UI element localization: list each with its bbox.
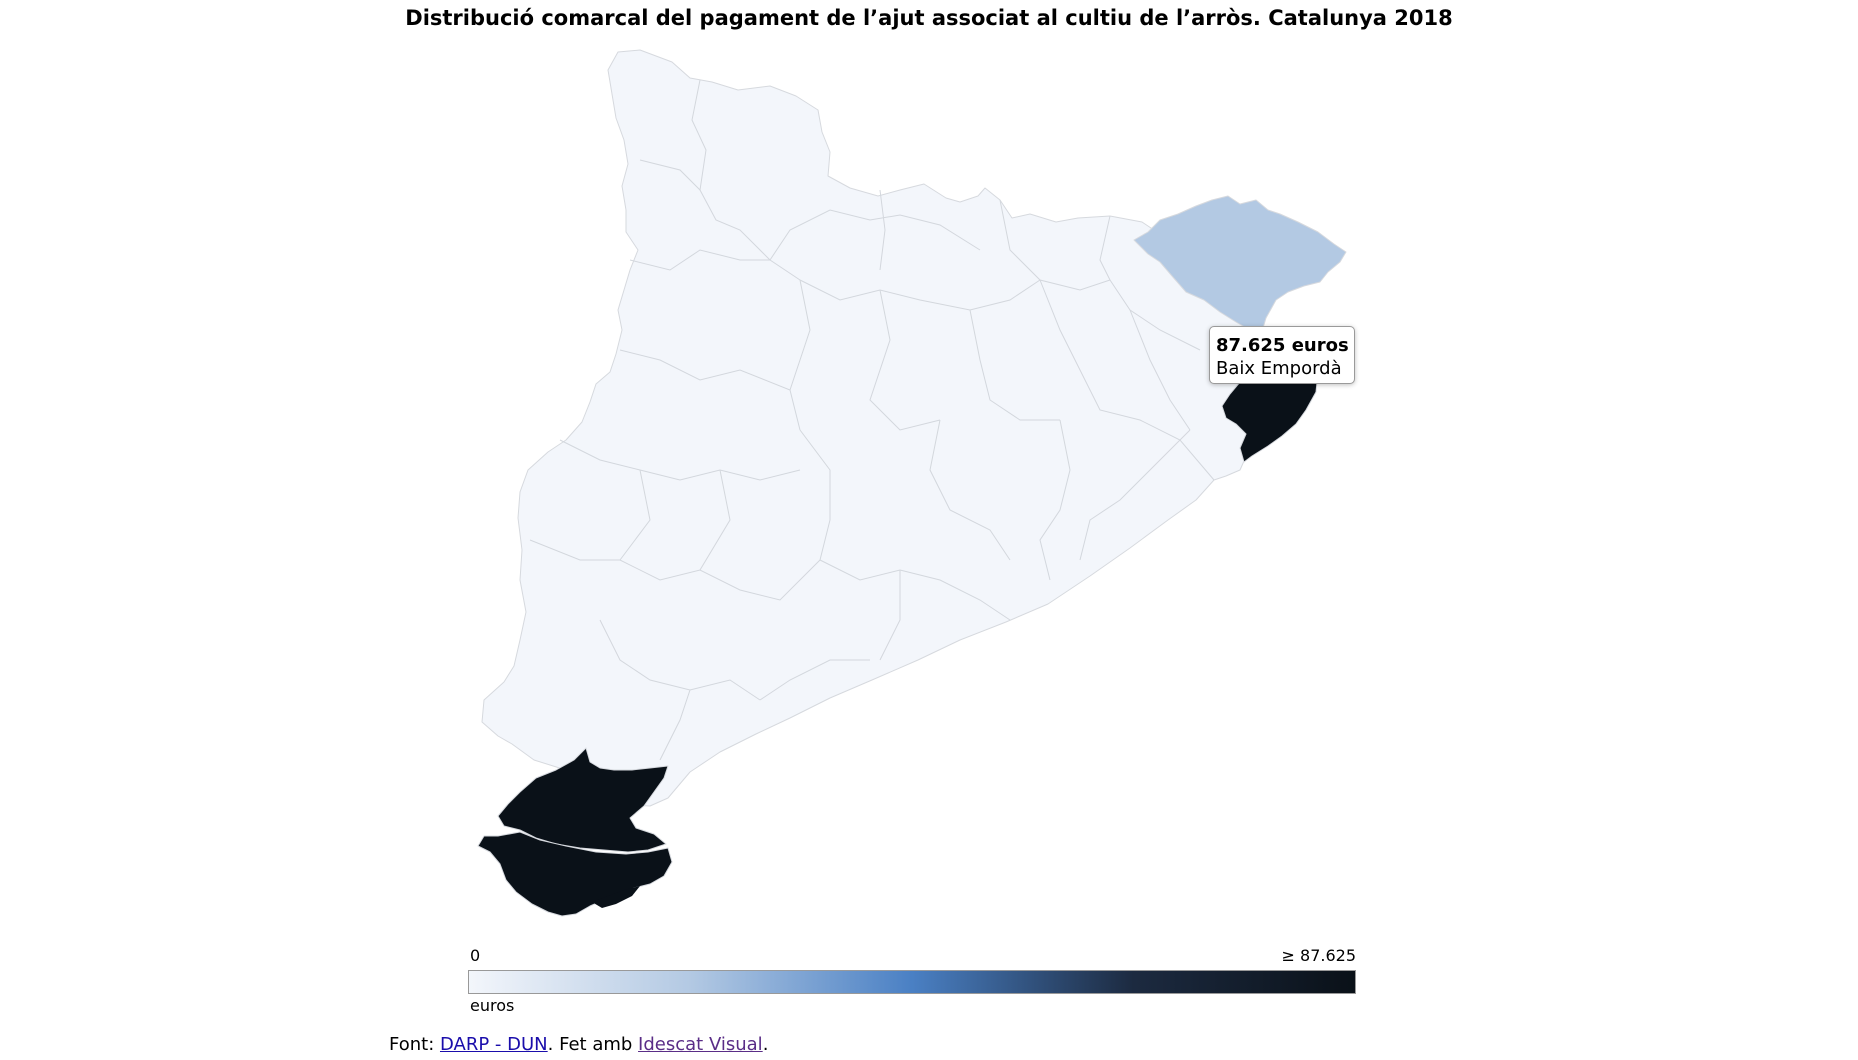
legend-min-label: 0 bbox=[470, 946, 481, 965]
hover-tooltip: 87.625 euros Baix Empordà bbox=[1209, 326, 1355, 384]
color-legend: 0 ≥ 87.625 euros bbox=[468, 946, 1356, 1016]
tooltip-value: 87.625 euros bbox=[1216, 335, 1349, 356]
source-footnote: Font: DARP - DUN. Fet amb Idescat Visual… bbox=[389, 1033, 768, 1057]
source-link-idescat[interactable]: Idescat Visual bbox=[638, 1034, 763, 1055]
map-region-delta-spit bbox=[592, 886, 640, 908]
source-suffix: . bbox=[762, 1034, 769, 1055]
map-region-alt-emporda[interactable] bbox=[1133, 195, 1347, 339]
map-region-catalonia-base[interactable] bbox=[481, 49, 1263, 807]
legend-max-label: ≥ 87.625 bbox=[1281, 946, 1356, 965]
legend-gradient-bar bbox=[468, 970, 1356, 994]
map-region-baix-ebre[interactable] bbox=[497, 747, 669, 853]
source-prefix: Font: bbox=[389, 1034, 440, 1055]
source-link-darp[interactable]: DARP - DUN bbox=[439, 1034, 548, 1055]
county-borders bbox=[529, 79, 1215, 761]
legend-unit-label: euros bbox=[470, 996, 515, 1015]
chart-title: Distribució comarcal del pagament de l’a… bbox=[405, 6, 1453, 30]
tooltip-region-name: Baix Empordà bbox=[1216, 358, 1342, 379]
source-middle: . Fet amb bbox=[547, 1034, 639, 1055]
